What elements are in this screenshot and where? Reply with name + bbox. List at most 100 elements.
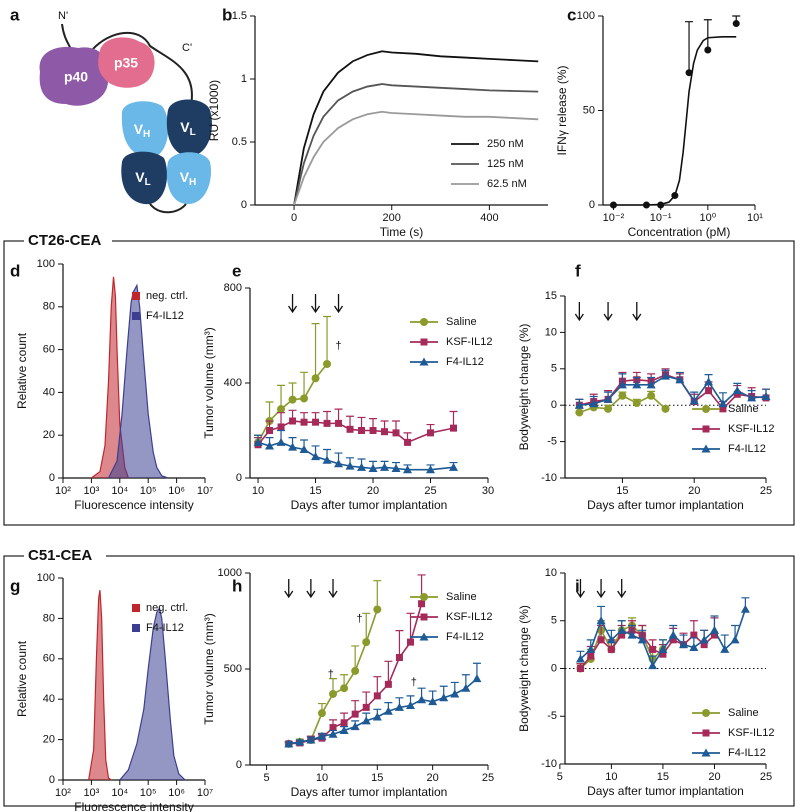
y-tick-label: 1.5 — [232, 10, 247, 22]
y-tick-label: 100 — [577, 10, 595, 22]
marker — [701, 444, 711, 453]
y-tick-label: 500 — [224, 663, 242, 675]
x-tick-label: 10⁷ — [197, 485, 213, 497]
area-outline — [119, 606, 186, 781]
marker — [323, 360, 332, 368]
marker — [604, 404, 613, 413]
legend-label: F4-IL12 — [446, 631, 484, 643]
marker — [380, 462, 390, 471]
legend-label: Saline — [446, 591, 477, 603]
x-axis-title: Concentration (pM) — [628, 225, 731, 239]
legend-label: 125 nM — [487, 158, 524, 170]
x-tick-label: 10 — [252, 485, 264, 497]
error-bar — [323, 315, 332, 364]
y-tick-label: 20 — [43, 734, 55, 746]
marker — [383, 706, 393, 715]
y-tick-label: 60 — [43, 344, 55, 356]
marker — [351, 666, 360, 675]
marker — [381, 428, 389, 436]
marker — [372, 712, 382, 721]
y-tick-label: 10 — [545, 567, 557, 579]
error-bar — [362, 612, 371, 643]
treatment-arrow — [575, 579, 586, 599]
x-axis-title: Days after tumor implantation — [291, 785, 448, 799]
y-axis-title: Bodyweight change (%) — [517, 324, 531, 451]
marker — [675, 375, 685, 384]
marker — [606, 635, 616, 644]
y-axis-title: Bodyweight change (%) — [517, 605, 531, 732]
marker — [720, 644, 730, 653]
marker — [394, 702, 404, 711]
panel-letter: h — [232, 576, 242, 595]
marker — [253, 437, 263, 446]
series-line — [257, 420, 454, 446]
legend-swatch — [132, 312, 140, 320]
marker — [647, 391, 656, 400]
x-axis-title: Time (s) — [380, 225, 424, 239]
marker — [346, 425, 354, 433]
marker — [632, 399, 641, 408]
y-tick-label: -10 — [541, 472, 557, 484]
area-fill — [91, 276, 129, 478]
x-tick-label: 10 — [605, 771, 617, 783]
marker — [277, 405, 286, 414]
marker — [357, 462, 367, 471]
linker — [149, 203, 187, 214]
marker — [732, 386, 742, 395]
marker — [420, 318, 428, 326]
treatment-arrow — [306, 579, 316, 599]
marker — [632, 380, 642, 389]
annotation: † — [335, 340, 341, 352]
marker — [289, 417, 297, 425]
annotation: † — [328, 669, 334, 681]
marker — [461, 683, 471, 692]
y-tick-label: 400 — [224, 377, 242, 389]
x-tick-label: 10⁴ — [111, 485, 128, 497]
x-tick-label: 10⁶ — [168, 787, 185, 799]
marker — [420, 338, 428, 346]
marker — [266, 427, 274, 434]
marker — [419, 357, 429, 366]
legend-label: neg. ctrl. — [146, 602, 188, 614]
legend-label: Saline — [728, 403, 759, 415]
marker — [317, 731, 327, 740]
marker — [361, 716, 371, 725]
y-tick-label: 40 — [43, 693, 55, 705]
y-tick-label: 100 — [37, 258, 55, 270]
legend-label: F4-IL12 — [146, 310, 184, 322]
y-tick-label: 0 — [551, 662, 557, 674]
marker — [733, 390, 741, 398]
panel-letter: f — [575, 261, 581, 280]
marker — [329, 689, 338, 698]
y-tick-label: 100 — [37, 572, 55, 584]
y-tick-label: -5 — [547, 710, 557, 722]
legend-label: KSF-IL12 — [446, 336, 492, 348]
fit-curve — [613, 35, 737, 206]
x-tick-label: 10⁷ — [197, 787, 213, 799]
marker — [740, 604, 750, 613]
series-line — [293, 50, 539, 206]
marker — [702, 405, 710, 413]
treatment-arrow — [333, 294, 344, 314]
y-axis-title: RU (x1000) — [207, 80, 221, 141]
legend-label: neg. ctrl. — [146, 290, 188, 302]
x-tick-label: 10² — [55, 485, 71, 497]
treatment-arrow — [574, 302, 584, 322]
y-tick-label: 0 — [236, 759, 242, 771]
marker — [649, 645, 657, 653]
legend-label: KSF-IL12 — [728, 423, 774, 435]
marker — [311, 374, 320, 383]
marker — [574, 400, 584, 409]
treatment-arrow — [310, 294, 321, 314]
y-tick-label: 80 — [43, 612, 55, 624]
marker — [306, 735, 316, 744]
marker — [299, 445, 309, 453]
x-tick-label: 5 — [264, 772, 270, 784]
marker — [288, 395, 297, 404]
marker — [420, 613, 428, 621]
marker — [702, 709, 710, 717]
x-tick-label: 15 — [309, 485, 321, 497]
group-title-bg — [24, 230, 112, 252]
marker — [637, 635, 647, 644]
